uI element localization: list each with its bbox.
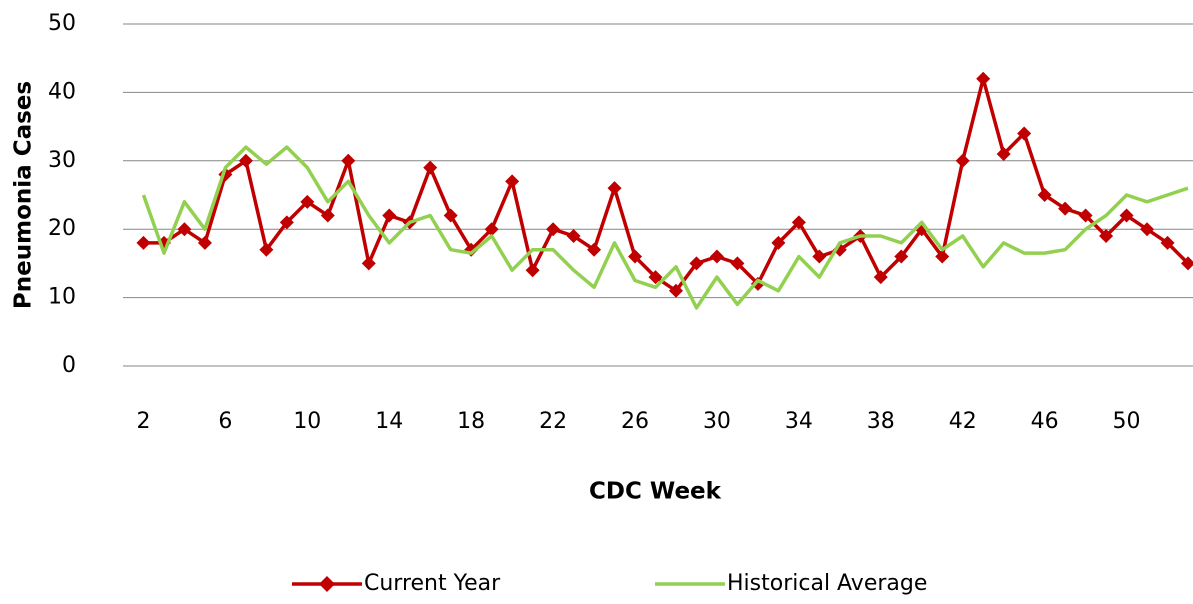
data-point: [1037, 188, 1052, 202]
data-point: [1140, 222, 1155, 237]
x-tick-label: 14: [375, 409, 403, 434]
data-point: [607, 181, 622, 196]
data-point: [689, 256, 704, 271]
x-tick-label: 6: [218, 409, 232, 434]
data-point: [1160, 235, 1175, 250]
x-tick-label: 50: [1113, 409, 1141, 434]
data-point: [935, 249, 950, 264]
data-point: [1119, 208, 1134, 223]
y-tick-label: 20: [48, 216, 76, 241]
data-point: [136, 235, 151, 250]
data-point: [1099, 229, 1114, 244]
data-point: [996, 146, 1011, 161]
data-point: [709, 249, 724, 264]
y-tick-label: 10: [48, 285, 76, 310]
series-line: [143, 76, 1190, 293]
data-point: [423, 160, 438, 175]
data-point: [873, 270, 888, 285]
x-tick-label: 30: [703, 409, 731, 434]
data-point: [259, 242, 274, 257]
data-point: [1017, 126, 1032, 141]
data-point: [197, 235, 212, 250]
y-tick-label: 0: [62, 353, 76, 378]
data-point: [976, 71, 991, 86]
x-tick-label: 18: [457, 409, 485, 434]
data-point: [238, 153, 253, 168]
x-tick-label: 38: [867, 409, 895, 434]
y-tick-label: 40: [48, 79, 76, 104]
x-tick-label: 34: [785, 409, 813, 434]
data-point: [771, 235, 786, 250]
data-point: [668, 283, 683, 298]
data-point: [894, 249, 909, 264]
legend-label: Current Year: [364, 571, 501, 596]
x-tick-label: 22: [539, 409, 567, 434]
data-point: [1181, 256, 1193, 271]
data-point: [791, 215, 806, 230]
data-point: [525, 263, 540, 278]
data-point: [546, 222, 561, 237]
data-point: [587, 242, 602, 257]
data-point: [300, 194, 315, 209]
data-point: [566, 229, 581, 244]
data-point: [505, 174, 520, 189]
data-point: [955, 153, 970, 168]
y-tick-label: 30: [48, 148, 76, 173]
data-point: [1078, 208, 1093, 223]
data-point: [320, 208, 335, 223]
data-point: [443, 208, 458, 223]
data-point: [279, 215, 294, 230]
data-point: [177, 222, 192, 237]
data-point: [361, 256, 376, 271]
data-point: [1058, 201, 1073, 216]
data-point: [812, 249, 827, 264]
x-tick-label: 42: [949, 409, 977, 434]
x-tick-label: 10: [293, 409, 321, 434]
x-axis-label: CDC Week: [589, 479, 722, 505]
data-point: [648, 270, 663, 285]
y-axis-label: Pneumonia Cases: [11, 81, 37, 309]
x-tick-label: 26: [621, 409, 649, 434]
series-line: [141, 145, 1189, 310]
legend-marker: [319, 576, 335, 592]
legend-label: Historical Average: [727, 571, 927, 596]
x-tick-label: 46: [1031, 409, 1059, 434]
data-point: [484, 222, 499, 237]
data-point: [628, 249, 643, 264]
data-point: [382, 208, 397, 223]
data-point: [341, 153, 356, 168]
data-point: [730, 256, 745, 271]
y-tick-label: 50: [48, 11, 76, 36]
x-tick-label: 2: [136, 409, 150, 434]
